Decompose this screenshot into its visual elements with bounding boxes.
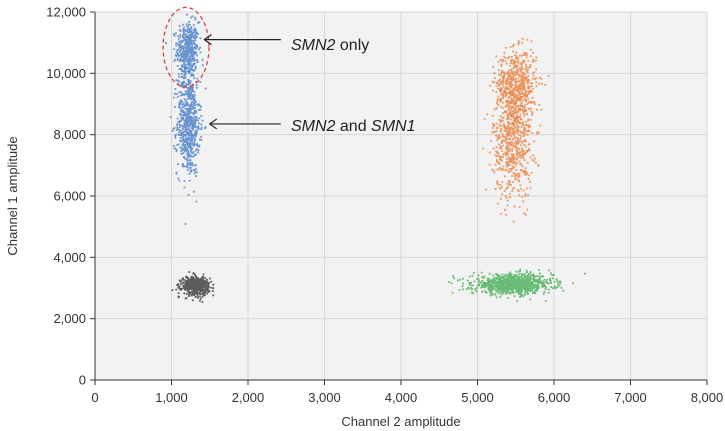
- axes: [90, 11, 708, 385]
- droplet-points: [171, 271, 215, 303]
- highlight-circle: [162, 6, 210, 88]
- data-points: [165, 13, 586, 303]
- y-tick-label: 12,000: [46, 5, 86, 20]
- x-tick-label: 4,000: [385, 390, 418, 405]
- x-tick-label: 0: [91, 390, 98, 405]
- grid: [95, 11, 708, 380]
- annotation-rest: only: [335, 37, 369, 54]
- droplet-points: [448, 268, 586, 302]
- droplet-cluster-5: [171, 271, 215, 303]
- y-axis-title: Channel 1 amplitude: [5, 136, 20, 255]
- droplet-cluster-2: [483, 37, 550, 133]
- annotation-smn2-and-smn1: SMN2 and SMN1: [208, 118, 416, 135]
- droplet-cluster-1: [169, 33, 207, 225]
- y-tick-label: 10,000: [46, 66, 86, 81]
- y-tick-labels: 0 2,000 4,000 6,000 8,000 10,000 12,000: [46, 5, 86, 388]
- annotation-label: SMN2 and SMN1: [291, 118, 416, 135]
- x-tick-label: 2,000: [232, 390, 265, 405]
- x-tick-label: 5,000: [461, 390, 494, 405]
- x-axis-title: Channel 2 amplitude: [341, 414, 460, 429]
- droplet-points: [169, 33, 207, 225]
- y-tick-label: 2,000: [53, 311, 86, 326]
- droplet-cluster-4: [448, 268, 586, 302]
- x-tick-label: 6,000: [538, 390, 571, 405]
- annotation-joiner: and: [335, 118, 371, 135]
- y-tick-label: 8,000: [53, 127, 86, 142]
- x-tick-label: 1,000: [155, 390, 188, 405]
- arrow-head-icon: [203, 34, 212, 46]
- droplet-points: [483, 37, 550, 133]
- annotation-gene-2: SMN1: [371, 118, 415, 135]
- x-tick-label: 8,000: [691, 390, 724, 405]
- droplet-points: [482, 61, 543, 223]
- y-tick-label: 4,000: [53, 250, 86, 265]
- x-tick-label: 7,000: [614, 390, 647, 405]
- droplet-cluster-0: [165, 13, 204, 109]
- droplet-points: [165, 13, 204, 109]
- x-tick-labels: 0 1,000 2,000 3,000 4,000 5,000 6,000 7,000 8,00…: [91, 390, 723, 405]
- x-tick-label: 3,000: [308, 390, 341, 405]
- y-tick-label: 0: [79, 373, 86, 388]
- annotation-gene: SMN2: [291, 37, 336, 54]
- y-tick-label: 6,000: [53, 189, 86, 204]
- droplet-cluster-3: [482, 61, 543, 223]
- annotation-gene-1: SMN2: [291, 118, 336, 135]
- annotation-label: SMN2 only: [291, 37, 369, 54]
- annotation-smn2-only: SMN2 only: [203, 34, 369, 54]
- arrow-head-icon: [208, 118, 218, 130]
